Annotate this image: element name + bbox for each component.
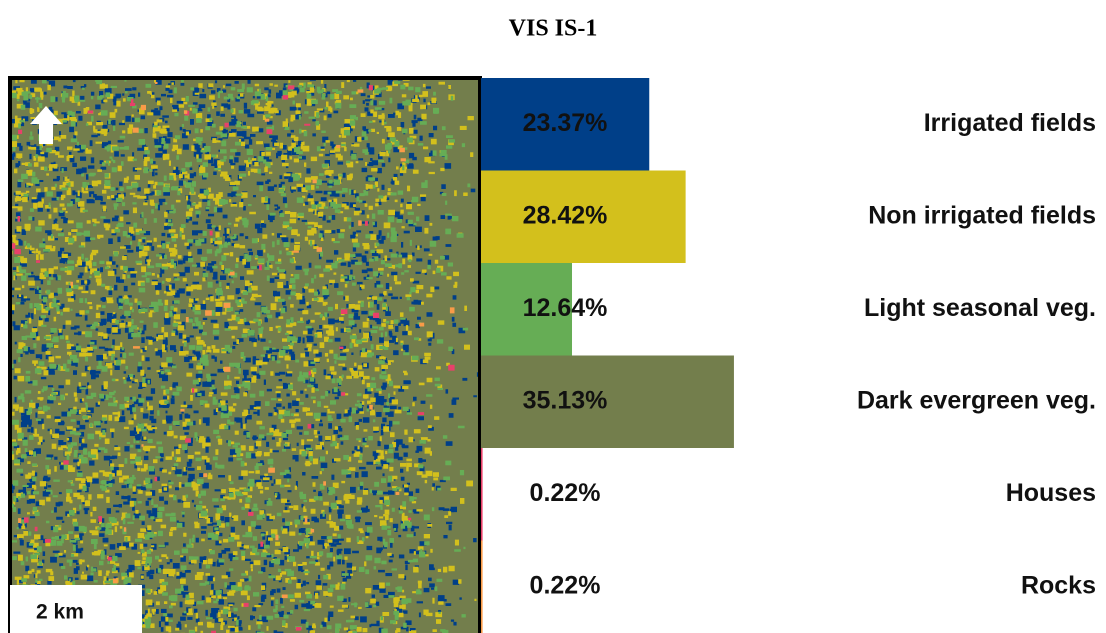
bar	[481, 356, 734, 449]
chart-title: VIS IS-1	[509, 16, 598, 42]
scale-label: 2 km	[36, 601, 84, 624]
value-label: 23.37%	[523, 109, 608, 137]
value-label: 28.42%	[523, 201, 608, 229]
figure: VIS IS-1 2 km 23.37% Irrigated fields 28.4…	[0, 0, 1106, 633]
bar	[481, 541, 483, 633]
category-label: Houses	[1006, 479, 1096, 507]
bar	[481, 448, 483, 541]
classification-map	[10, 78, 481, 633]
value-label: 35.13%	[523, 386, 608, 414]
category-label: Non irrigated fields	[868, 201, 1096, 229]
category-label: Dark evergreen veg.	[857, 386, 1096, 414]
value-label: 0.22%	[530, 571, 601, 599]
category-label: Light seasonal veg.	[864, 294, 1096, 322]
value-label: 0.22%	[530, 479, 601, 507]
category-label: Rocks	[1021, 571, 1096, 599]
category-label: Irrigated fields	[924, 109, 1096, 137]
value-label: 12.64%	[523, 294, 608, 322]
